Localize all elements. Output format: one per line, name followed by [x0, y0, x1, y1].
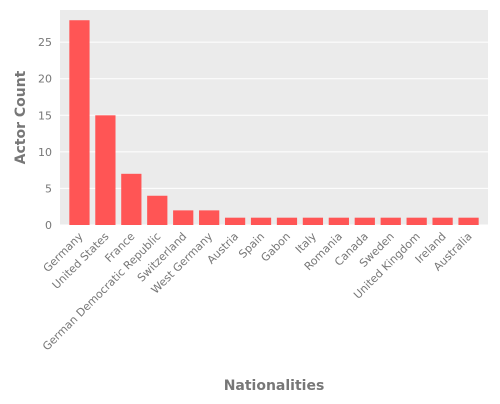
- bar: [328, 217, 349, 225]
- y-tick-label: 5: [45, 182, 52, 195]
- bar: [69, 20, 90, 225]
- y-axis-title: Actor Count: [13, 70, 29, 164]
- bar: [121, 173, 142, 225]
- x-axis-title: Nationalities: [224, 378, 325, 394]
- bar: [224, 217, 246, 225]
- y-tick-label: 10: [38, 146, 52, 159]
- bar: [354, 217, 375, 225]
- bar: [380, 217, 401, 225]
- bar: [458, 217, 479, 225]
- y-tick-label: 20: [38, 73, 52, 86]
- y-tick-label: 15: [38, 109, 52, 122]
- y-tick-label: 0: [45, 219, 52, 232]
- bar: [302, 217, 324, 225]
- y-tick-label: 25: [38, 36, 52, 49]
- bar: [432, 217, 453, 225]
- bar: [250, 217, 272, 225]
- bar: [95, 115, 116, 225]
- bar: [406, 217, 427, 225]
- bar: [173, 210, 194, 225]
- x-tick-label: Gabon: [258, 230, 293, 265]
- bar: [276, 217, 298, 225]
- bar: [147, 195, 168, 225]
- bar: [199, 210, 220, 225]
- y-tick-labels: 0 5 10 15 20 25: [38, 36, 52, 232]
- bars: [69, 20, 479, 225]
